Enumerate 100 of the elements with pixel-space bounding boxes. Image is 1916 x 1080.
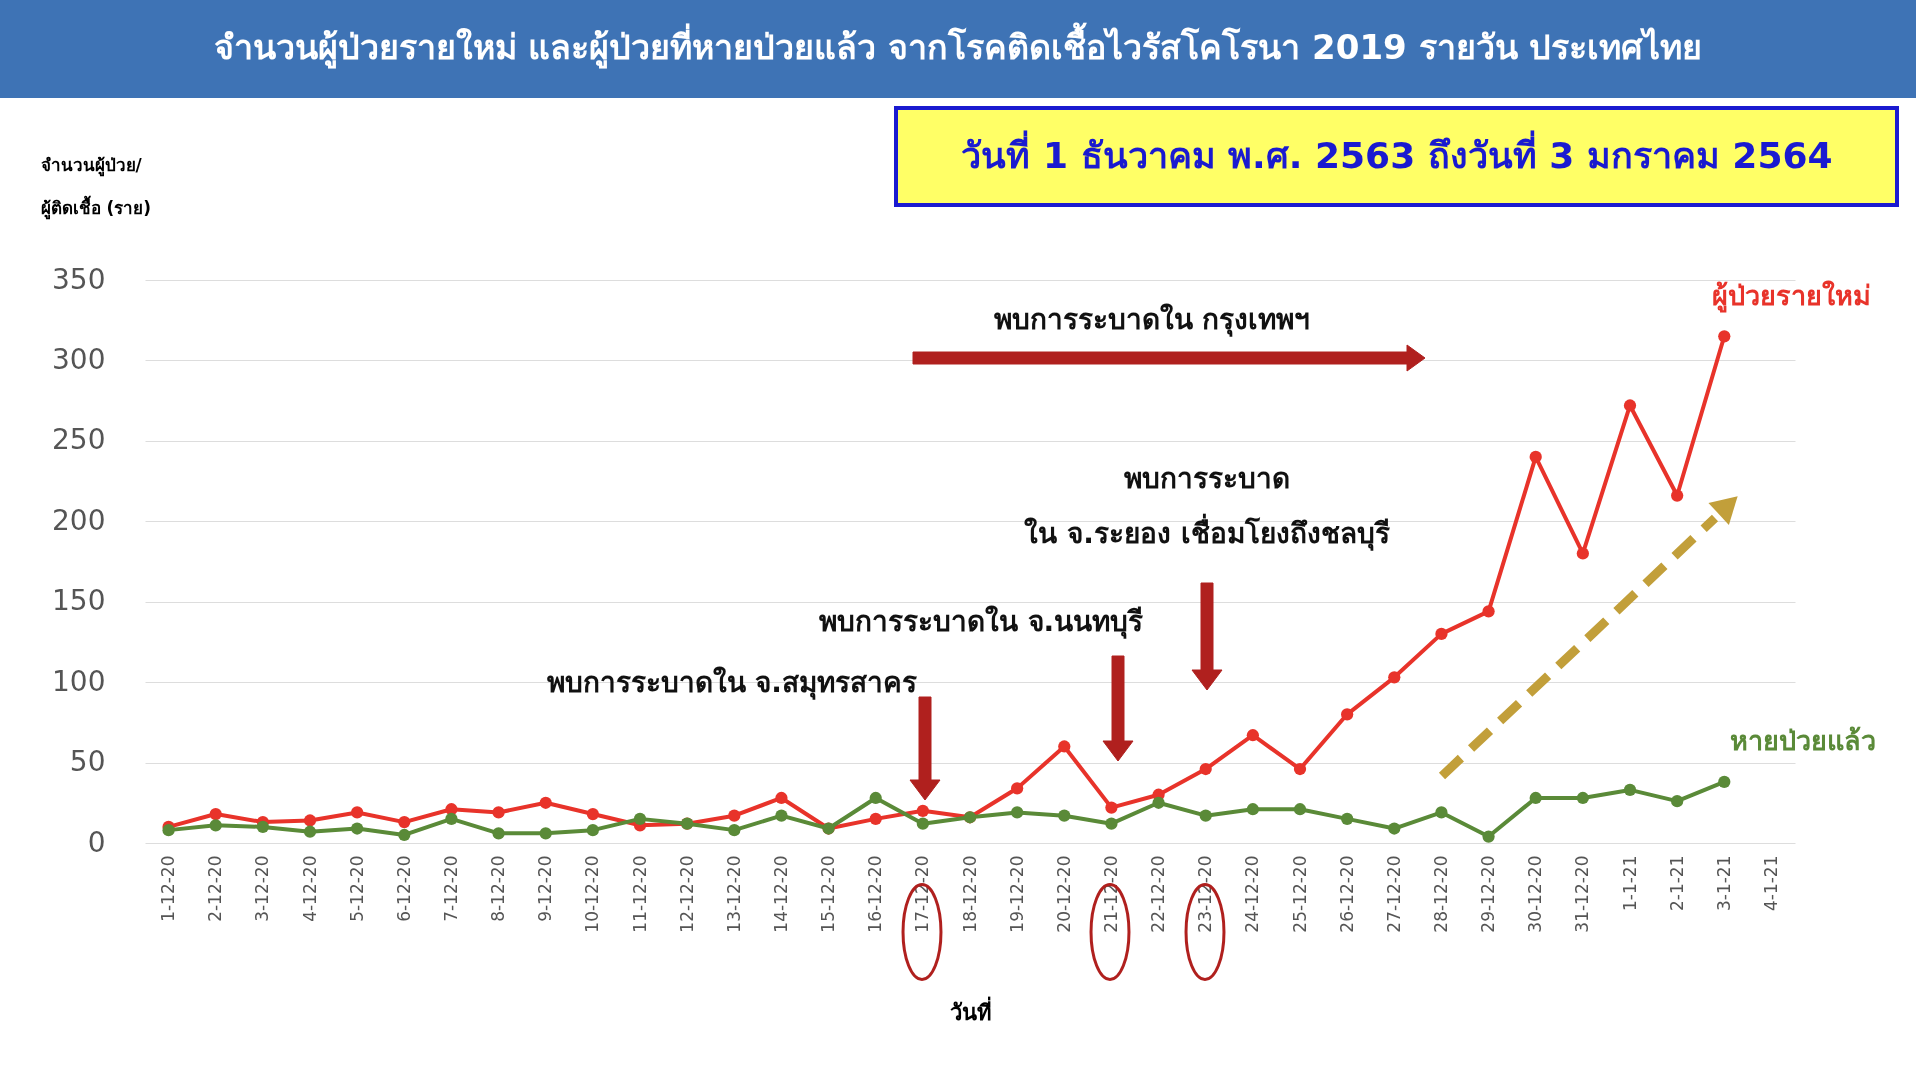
x-tick-label: 18-12-20 xyxy=(959,855,980,933)
x-tick-label: 14-12-20 xyxy=(770,855,791,933)
point xyxy=(209,807,222,821)
point xyxy=(775,809,788,822)
chart-subtitle: วันที่ 1 ธันวาคม พ.ศ. 2563 ถึงวันที่ 3 มกราคม 2564 xyxy=(961,130,1833,176)
y-tick-label: 50 xyxy=(69,745,106,779)
point xyxy=(1199,762,1212,776)
x-tick-label: 31-12-20 xyxy=(1572,855,1593,933)
annotation: พบการระบาดใน กรุงเทพฯ xyxy=(993,303,1311,337)
x-tick-label: 21-12-20 xyxy=(1100,855,1121,933)
series-label: หายป่วยแล้ว xyxy=(1730,724,1877,756)
y-tick-label: 100 xyxy=(52,664,106,698)
x-tick-label: 27-12-20 xyxy=(1383,855,1404,933)
point xyxy=(351,822,364,835)
point xyxy=(1388,822,1401,835)
point xyxy=(1482,605,1495,618)
point xyxy=(1671,489,1684,502)
point xyxy=(869,791,882,805)
x-tick-label: 16-12-20 xyxy=(865,855,886,933)
y-tick-label: 150 xyxy=(52,584,106,618)
point xyxy=(775,791,788,805)
point xyxy=(1246,729,1259,742)
point xyxy=(1576,547,1589,560)
point xyxy=(539,827,552,840)
point xyxy=(398,828,411,842)
point xyxy=(1623,399,1637,412)
x-tick-label: 17-12-20 xyxy=(912,855,933,933)
point xyxy=(256,820,269,834)
x-tick-label: 10-12-20 xyxy=(582,855,603,933)
point xyxy=(1388,671,1401,684)
x-tick-label: 25-12-20 xyxy=(1289,855,1310,933)
x-tick-label: 7-12-20 xyxy=(440,855,461,922)
y-tick-label: 0 xyxy=(87,825,106,859)
x-tick-label: 11-12-20 xyxy=(629,855,650,933)
y-tick-label: 200 xyxy=(52,503,106,537)
point xyxy=(209,819,222,832)
point xyxy=(728,809,741,822)
x-tick-label: 19-12-20 xyxy=(1006,855,1027,933)
point xyxy=(1058,809,1071,822)
point xyxy=(445,812,458,825)
point xyxy=(916,817,929,830)
x-tick-label: 6-12-20 xyxy=(393,855,414,922)
x-tick-label: 2-1-21 xyxy=(1666,855,1687,912)
text: จำนวนผู้ป่วย/ ผู้ติดเชื้อ (ราย) xyxy=(40,154,151,218)
point xyxy=(1671,795,1684,808)
point xyxy=(1341,812,1354,825)
x-tick-label: 8-12-20 xyxy=(488,855,509,922)
point xyxy=(1718,775,1731,788)
y-tick-label: 350 xyxy=(52,262,106,296)
point xyxy=(351,806,364,819)
point xyxy=(492,806,505,819)
x-tick-label: 1-12-20 xyxy=(158,855,179,922)
annotation: พบการระบาด ใน จ.ระยอง เชื่อมโยงถึงชลบุรี xyxy=(1024,462,1390,551)
point xyxy=(1576,791,1589,805)
x-tick-label: 12-12-20 xyxy=(676,855,697,933)
point xyxy=(1718,330,1731,343)
x-tick-label: 15-12-20 xyxy=(818,855,839,933)
point xyxy=(1246,803,1259,816)
x-tick-label: 5-12-20 xyxy=(346,855,367,922)
point xyxy=(728,824,741,837)
point xyxy=(1435,806,1448,819)
point xyxy=(1341,708,1354,721)
point xyxy=(916,804,929,817)
point xyxy=(492,827,505,840)
point xyxy=(869,812,882,825)
x-tick-label: 29-12-20 xyxy=(1478,855,1499,933)
annotation: พบการระบาดใน จ.นนทบุรี xyxy=(818,605,1144,639)
x-tick-label: 26-12-20 xyxy=(1336,855,1357,933)
x-tick-label: 1-1-21 xyxy=(1619,855,1640,912)
point xyxy=(539,796,552,809)
x-tick-label: 4-1-21 xyxy=(1760,855,1781,912)
annotation: พบการระบาดใน จ.สมุทรสาคร xyxy=(546,666,917,700)
x-tick-label: 4-12-20 xyxy=(299,855,320,922)
x-tick-label: 9-12-20 xyxy=(535,855,556,922)
x-tick-label: 28-12-20 xyxy=(1430,855,1451,933)
point xyxy=(1152,796,1165,809)
point xyxy=(1293,803,1307,816)
point xyxy=(633,812,647,825)
x-tick-label: 13-12-20 xyxy=(723,855,744,933)
point xyxy=(1529,791,1542,805)
point xyxy=(1529,450,1542,464)
y-tick-label: 300 xyxy=(52,342,106,376)
x-tick-label: 3-1-21 xyxy=(1713,855,1734,912)
point xyxy=(1011,806,1024,819)
point xyxy=(1105,817,1118,830)
point xyxy=(162,824,175,837)
chart-title: จำนวนผู้ป่วยรายใหม่ และผู้ป่วยที่หายป่วยแล้ว จากโรคติดเชื้อไวรัสโคโรนา 2019 รายวัน ประเทศไทย xyxy=(213,22,1703,69)
x-tick-label: 3-12-20 xyxy=(252,855,273,922)
x-tick-label: 23-12-20 xyxy=(1195,855,1216,933)
point xyxy=(1293,762,1307,776)
point xyxy=(1011,782,1024,795)
series-label: ผู้ป่วยรายใหม่ xyxy=(1711,280,1871,314)
point xyxy=(1058,740,1071,753)
point xyxy=(398,815,411,829)
point xyxy=(586,824,599,837)
point xyxy=(303,814,317,827)
point xyxy=(1435,627,1448,640)
point xyxy=(1482,830,1495,843)
point xyxy=(303,825,317,838)
x-tick-label: 20-12-20 xyxy=(1053,855,1074,933)
